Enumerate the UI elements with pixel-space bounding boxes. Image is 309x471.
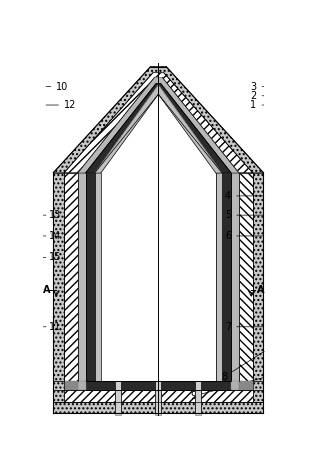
Bar	[253, 381, 264, 390]
Text: 12: 12	[46, 100, 76, 110]
Bar	[86, 381, 231, 390]
Bar	[64, 381, 78, 390]
Text: 15: 15	[43, 252, 61, 262]
Bar	[239, 381, 253, 390]
Text: 11: 11	[43, 322, 61, 332]
Bar	[86, 173, 95, 381]
Bar	[53, 390, 64, 402]
Text: 8: 8	[221, 351, 264, 382]
Bar	[155, 381, 161, 414]
Text: 3: 3	[250, 81, 264, 91]
Bar	[253, 173, 264, 381]
Bar	[231, 381, 239, 390]
Bar	[53, 173, 64, 381]
Bar	[78, 381, 86, 390]
Polygon shape	[64, 73, 253, 173]
Bar	[222, 173, 231, 381]
Bar	[216, 173, 222, 381]
Bar	[239, 173, 253, 381]
Text: 13: 13	[43, 210, 61, 220]
Bar	[231, 173, 239, 381]
Polygon shape	[53, 66, 264, 173]
Bar	[95, 173, 101, 381]
Text: A: A	[43, 285, 51, 295]
Text: 4: 4	[225, 191, 264, 201]
Text: 1: 1	[250, 100, 264, 110]
Bar	[78, 173, 86, 381]
Polygon shape	[78, 77, 239, 173]
Bar	[64, 390, 253, 402]
Text: A: A	[256, 285, 264, 295]
Bar	[115, 381, 121, 414]
Polygon shape	[95, 86, 222, 173]
Polygon shape	[101, 94, 216, 381]
Bar	[195, 381, 201, 414]
Bar	[53, 402, 264, 413]
Text: 14: 14	[43, 231, 61, 241]
Polygon shape	[86, 83, 231, 173]
Text: 5: 5	[225, 210, 264, 220]
Text: 7: 7	[225, 322, 264, 332]
Bar	[53, 381, 64, 390]
Bar	[253, 390, 264, 402]
Text: 9: 9	[190, 378, 264, 401]
Text: 6: 6	[225, 231, 264, 241]
Text: 10: 10	[46, 81, 69, 91]
Text: 2: 2	[250, 91, 264, 101]
Bar	[64, 173, 78, 381]
